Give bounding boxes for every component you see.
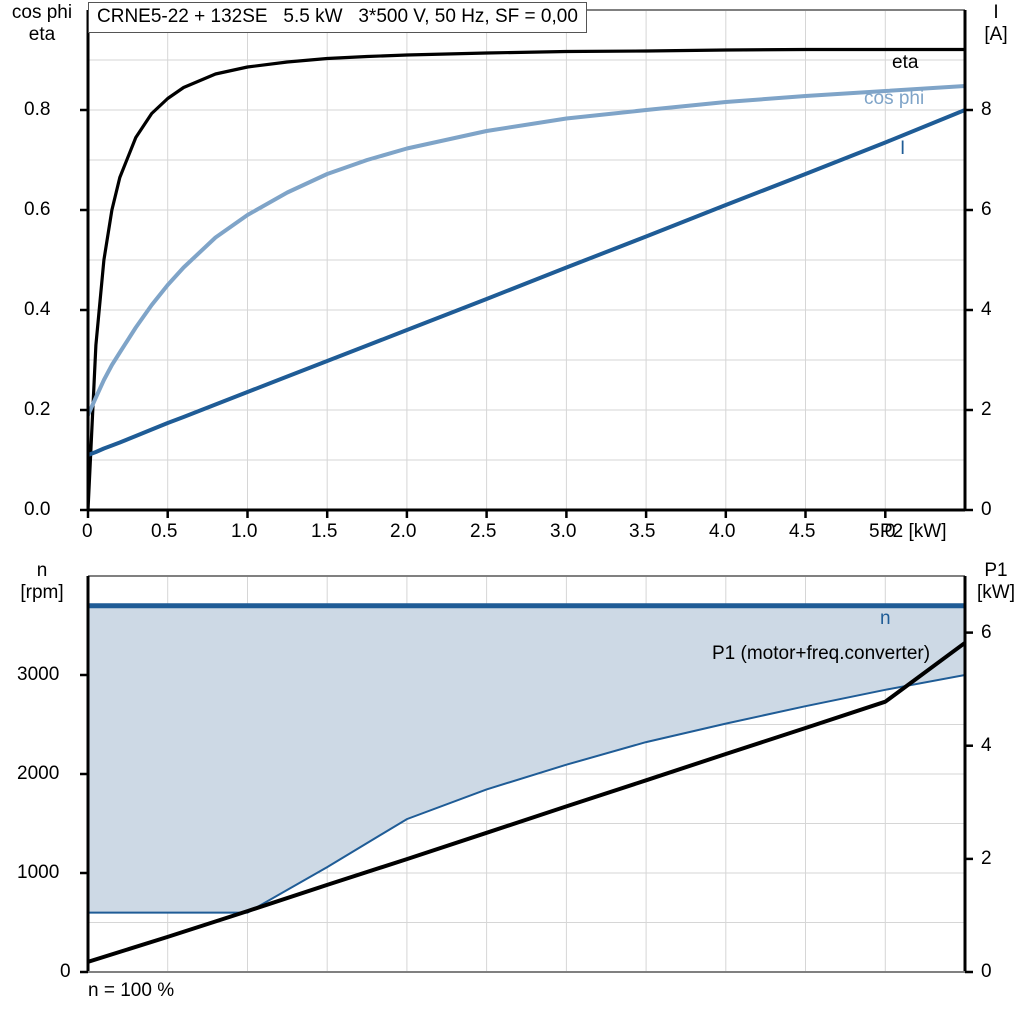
- top-right-tick-3: 6: [981, 199, 992, 220]
- bottom-chart-panel: n [rpm] P1 [kW]: [0, 548, 1024, 1024]
- bottom-left-tick-1: 1000: [17, 862, 60, 883]
- top-x-tick-5: 2.5: [470, 521, 497, 542]
- top-left-axis-label: cos phi eta: [11, 2, 73, 45]
- speed-band-fill: [88, 605, 965, 913]
- top-x-tick-9: 4.5: [789, 521, 816, 542]
- bottom-right-axis-label: P1 [kW]: [977, 560, 1015, 603]
- bottom-left-ticks: [80, 673, 88, 974]
- bottom-left-tick-2: 2000: [17, 763, 60, 784]
- top-grid-horizontal: [88, 59, 965, 461]
- top-x-axis-label: P2 [kW]: [880, 521, 947, 542]
- min-speed-line: [88, 674, 965, 914]
- top-x-tick-8: 4.0: [709, 521, 736, 542]
- cos-phi-curve-label: cos phi: [864, 88, 925, 109]
- top-right-tick-2: 4: [981, 299, 992, 320]
- n-curve-label: n: [880, 608, 891, 629]
- p1-curve: [88, 641, 965, 964]
- top-left-tick-0: 0.0: [24, 499, 51, 520]
- top-chart-svg: [80, 9, 973, 518]
- top-x-tick-2: 1.0: [231, 521, 258, 542]
- top-x-tick-4: 2.0: [390, 521, 417, 542]
- bottom-right-tick-1: 2: [981, 848, 992, 869]
- bottom-right-tick-2: 4: [981, 735, 992, 756]
- bottom-right-tick-3: 6: [981, 622, 992, 643]
- top-left-ticks: [80, 108, 88, 512]
- top-x-tick-3: 1.5: [311, 521, 338, 542]
- top-x-tick-6: 3.0: [550, 521, 577, 542]
- top-x-tick-1: 0.5: [151, 521, 178, 542]
- top-right-tick-4: 8: [981, 99, 992, 120]
- p1-curve-label: P1 (motor+freq.converter): [712, 643, 931, 664]
- bottom-left-tick-3: 3000: [17, 664, 60, 685]
- top-x-tick-10: 5.0: [869, 521, 896, 542]
- top-right-ticks: [965, 108, 973, 512]
- bottom-left-axis-label: n [rpm]: [20, 560, 64, 603]
- bottom-right-tick-0: 0: [981, 961, 992, 982]
- top-right-axis-label: I [A]: [984, 2, 1008, 45]
- cos-phi-curve: [88, 84, 965, 417]
- top-left-tick-1: 0.2: [24, 399, 51, 420]
- speed-note: n = 100 %: [88, 980, 175, 1001]
- top-right-tick-1: 2: [981, 399, 992, 420]
- top-chart-panel: CRNE5-22 + 132SE 5.5 kW 3*500 V, 50 Hz, …: [11, 2, 1008, 542]
- bottom-chart-svg: [80, 575, 973, 974]
- chart-title-box: CRNE5-22 + 132SE 5.5 kW 3*500 V, 50 Hz, …: [88, 2, 587, 33]
- current-curve: [88, 108, 965, 457]
- top-x-tick-7: 3.5: [629, 521, 656, 542]
- current-curve-label: I: [900, 138, 906, 159]
- bottom-left-tick-0: 0: [60, 961, 71, 982]
- top-right-tick-0: 0: [981, 499, 992, 520]
- eta-curve: [88, 47, 965, 510]
- top-x-ticks: [86, 510, 887, 518]
- top-left-tick-4: 0.8: [24, 99, 51, 120]
- top-left-tick-3: 0.6: [24, 199, 51, 220]
- eta-curve-label: eta: [892, 52, 919, 73]
- bottom-right-ticks: [965, 631, 973, 974]
- top-x-tick-0: 0: [82, 521, 93, 542]
- top-left-tick-2: 0.4: [24, 299, 51, 320]
